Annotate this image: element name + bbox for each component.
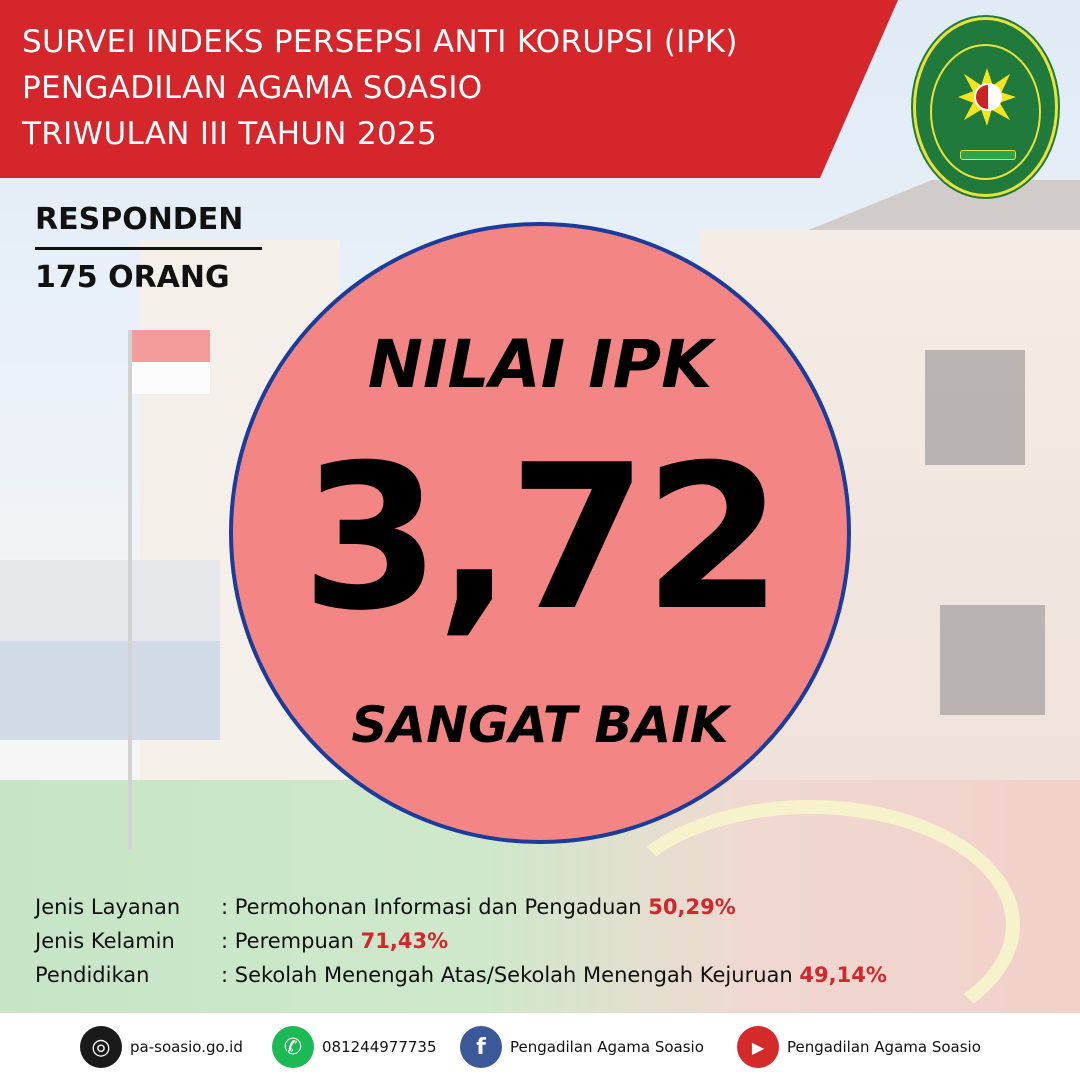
contact-footer: ◎ pa-soasio.go.id ✆ 081244977735 f Pengadil… <box>0 1013 1080 1080</box>
facebook-text: Pengadilan Agama Soasio <box>510 1038 704 1056</box>
court-logo <box>913 17 1058 197</box>
whatsapp-icon: ✆ <box>272 1026 314 1068</box>
detail-text: : Sekolah Menengah Atas/Sekolah Menengah… <box>221 963 793 987</box>
detail-label: Pendidikan <box>35 963 150 987</box>
detail-value: 71,43% <box>360 929 449 953</box>
detail-text: : Permohonan Informasi dan Pengaduan <box>221 895 642 919</box>
respondents-count: 175 ORANG <box>35 260 230 295</box>
detail-text: : Perempuan <box>221 929 354 953</box>
detail-row: Jenis Layanan : Permohonan Informasi dan … <box>35 895 736 919</box>
whatsapp-link[interactable]: ✆ 081244977735 <box>272 1026 437 1068</box>
website-link[interactable]: ◎ pa-soasio.go.id <box>80 1026 243 1068</box>
detail-row: Pendidikan : Sekolah Menengah Atas/Sekola… <box>35 963 887 987</box>
score-circle: NILAI IPK 3,72 SANGAT BAIK <box>229 222 851 844</box>
detail-value: 50,29% <box>648 895 736 919</box>
detail-label: Jenis Layanan <box>35 895 181 919</box>
detail-row: Jenis Kelamin : Perempuan 71,43% <box>35 929 448 953</box>
facebook-icon: f <box>460 1026 502 1068</box>
title-line: TRIWULAN III TAHUN 2025 <box>22 116 438 152</box>
globe-icon: ◎ <box>80 1026 122 1068</box>
title-line: PENGADILAN AGAMA SOASIO <box>22 70 483 106</box>
score-grade: SANGAT BAIK <box>351 696 729 754</box>
youtube-link[interactable]: ▶ Pengadilan Agama Soasio <box>737 1026 981 1068</box>
title-line: SURVEI INDEKS PERSEPSI ANTI KORUPSI (IPK… <box>22 24 738 60</box>
score-title: NILAI IPK <box>367 326 713 403</box>
website-text: pa-soasio.go.id <box>130 1038 243 1056</box>
facebook-link[interactable]: f Pengadilan Agama Soasio <box>460 1026 704 1068</box>
phone-text: 081244977735 <box>322 1038 437 1056</box>
youtube-text: Pengadilan Agama Soasio <box>787 1038 981 1056</box>
detail-label: Jenis Kelamin <box>35 929 175 953</box>
detail-value: 49,14% <box>799 963 887 987</box>
divider <box>35 247 262 250</box>
title-banner: SURVEI INDEKS PERSEPSI ANTI KORUPSI (IPK… <box>0 0 898 178</box>
score-value: 3,72 <box>301 422 782 655</box>
youtube-icon: ▶ <box>737 1026 779 1068</box>
respondents-label: RESPONDEN <box>35 202 244 237</box>
